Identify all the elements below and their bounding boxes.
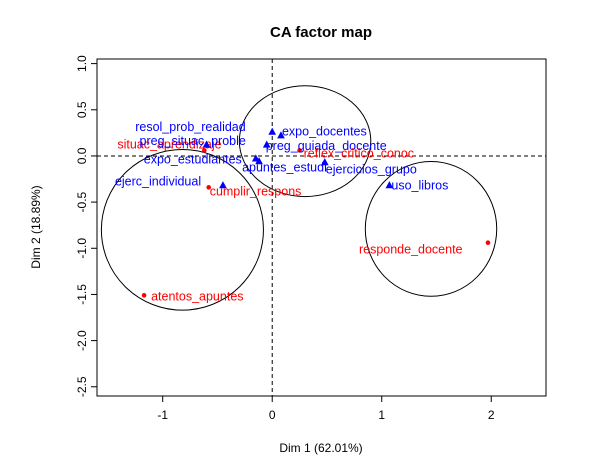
point-ejercicios-grupo — [320, 158, 329, 166]
label-expo-estudiantes: expo_estudiantes — [144, 153, 242, 167]
x-tick-label: 1 — [378, 408, 385, 422]
point-resol-prob-realidad — [268, 127, 277, 135]
y-axis-label: Dim 2 (18.89%) — [29, 185, 43, 268]
label-apuntes-estudi: apuntes_estudi — [242, 160, 327, 174]
x-axis-label: Dim 1 (62.01%) — [279, 441, 362, 455]
label-atentos-apuntes: atentos_apuntes — [151, 289, 243, 303]
x-tick-label: -1 — [157, 408, 168, 422]
label-uso-libros: uso_libros — [391, 178, 448, 192]
label-ejercicios-grupo: ejercicios_grupo — [326, 162, 417, 176]
x-tick-label: 0 — [269, 408, 276, 422]
y-tick-label: -0.5 — [75, 191, 89, 212]
plot-area: -1 0 1 2 1.0 0.5 0.0 -0.5 -1.0 -1.5 -2.0 -2.5 situac… — [75, 55, 547, 422]
y-tick-label: 0.5 — [75, 101, 89, 118]
label-expo-docentes: expo_docentes — [282, 125, 367, 139]
point-reflex-critico-conoc — [297, 148, 302, 153]
label-cumplir-respons: cumplir_respons — [210, 184, 302, 198]
chart-title: CA factor map — [270, 24, 372, 41]
label-situac-aprendizaje: situac_aprendizaje — [117, 137, 221, 151]
label-resol-prob-realidad: resol_prob_realidad — [135, 120, 246, 134]
y-tick-label: -2.5 — [75, 376, 89, 397]
y-tick-label: -2.0 — [75, 330, 89, 351]
plot-frame — [96, 58, 547, 397]
point-ejerc-individual — [219, 181, 227, 189]
cluster-ellipse — [100, 148, 264, 311]
label-preg-guiada-docente: preg_guiada_docente — [266, 139, 387, 153]
cluster-ellipse — [238, 85, 372, 198]
y-tick-label: 1.0 — [75, 55, 89, 72]
point-preg-situac-proble — [202, 140, 211, 148]
label-preg-situac-proble: preg_situac_proble — [140, 134, 246, 148]
cluster-ellipse — [364, 160, 498, 297]
point-cumplir-respons — [206, 185, 212, 190]
point-apuntes-estudi — [255, 157, 263, 165]
point-preg-guiada-docente — [262, 140, 271, 148]
y-tick-label: -1.5 — [75, 284, 89, 305]
y-tick-label: 0.0 — [75, 147, 89, 164]
x-tick-label: 2 — [488, 408, 495, 422]
point-situac-aprendizaje — [202, 148, 207, 153]
label-responde-docente: responde_docente — [359, 243, 463, 257]
label-reflex-critico-conoc: reflex_critico_conoc — [304, 146, 414, 160]
point-atentos-apuntes — [141, 293, 147, 298]
point-responde-docente — [485, 240, 491, 246]
point-uso-libros — [385, 181, 394, 189]
label-ejerc-individual: ejerc_individual — [115, 174, 201, 188]
point-expo-docentes — [277, 131, 285, 139]
y-tick-label: -1.0 — [75, 238, 89, 259]
